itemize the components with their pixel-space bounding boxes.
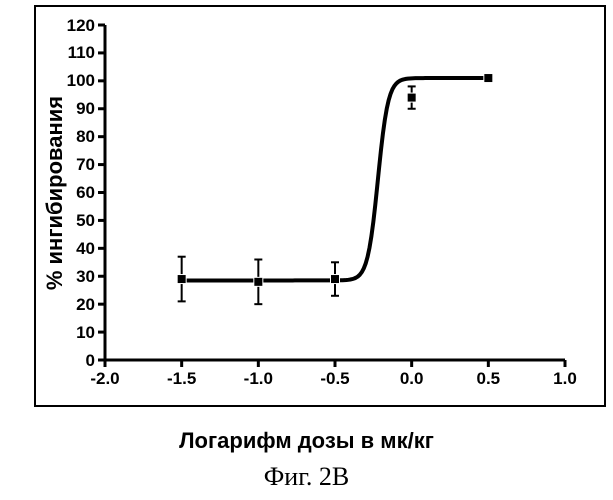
y-tick-label: 0 [86,351,95,371]
x-tick-label: -2.0 [85,369,125,389]
y-axis-label: % ингибирования [42,95,68,289]
x-tick-label: 0.5 [468,369,508,389]
y-tick-label: 40 [76,239,95,259]
x-axis-label: Логарифм дозы в мк/кг [179,428,434,454]
x-tick-label: 1.0 [545,369,585,389]
y-tick-label: 110 [68,43,95,63]
y-tick-label: 30 [76,267,95,287]
figure-container: % ингибирования Логарифм дозы в мк/кг Фи… [0,0,613,500]
y-tick-label: 120 [67,16,95,36]
y-tick-label: 60 [76,183,95,203]
x-tick-label: -0.5 [315,369,355,389]
y-tick-label: 20 [76,295,95,315]
x-tick-label: -1.5 [162,369,202,389]
x-tick-label: -1.0 [238,369,278,389]
y-tick-label: 80 [76,127,95,147]
y-tick-label: 90 [76,99,95,119]
x-tick-label: 0.0 [392,369,432,389]
y-tick-label: 70 [76,155,95,175]
y-tick-label: 50 [76,211,95,231]
figure-caption: Фиг. 2B [264,462,350,492]
y-tick-label: 10 [76,323,95,343]
y-tick-label: 100 [67,71,95,91]
